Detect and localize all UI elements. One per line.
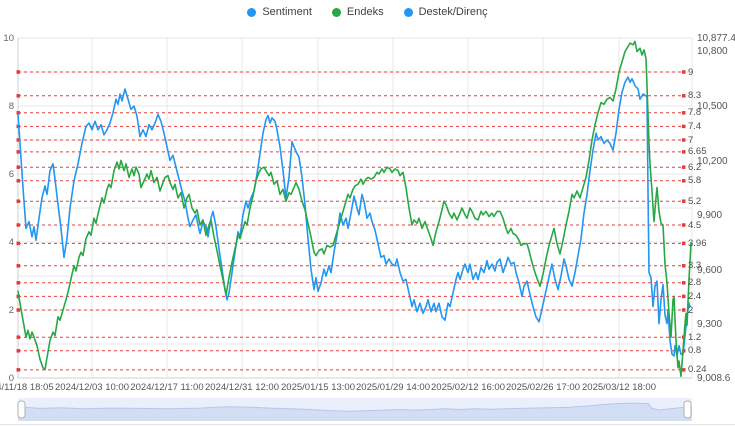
level-marker-right bbox=[682, 223, 686, 227]
level-marker-right bbox=[682, 138, 686, 142]
level-marker-right bbox=[682, 294, 686, 299]
level-marker-right bbox=[682, 199, 686, 203]
level-marker-right bbox=[682, 150, 686, 154]
level-marker-right bbox=[682, 165, 686, 169]
level-marker-left bbox=[16, 241, 20, 246]
legend-item-sentiment[interactable]: Sentiment bbox=[247, 6, 312, 18]
level-marker-left bbox=[16, 264, 20, 268]
level-marker-left bbox=[16, 223, 20, 227]
level-marker-right bbox=[682, 111, 686, 115]
legend-label-endeks: Endeks bbox=[346, 6, 384, 18]
level-marker-left bbox=[16, 335, 20, 339]
legend: Sentiment Endeks Destek/Direnç bbox=[0, 6, 735, 18]
level-marker-left bbox=[16, 165, 20, 169]
level-marker-left bbox=[16, 179, 20, 183]
level-marker-right bbox=[682, 264, 686, 268]
level-marker-right bbox=[682, 368, 686, 372]
legend-label-destek-direnc: Destek/Direnç bbox=[418, 6, 488, 18]
level-marker-right bbox=[682, 308, 686, 312]
level-marker-left bbox=[16, 70, 20, 74]
navigator-handle-right[interactable] bbox=[683, 400, 692, 419]
level-marker-left bbox=[16, 281, 20, 285]
legend-label-sentiment: Sentiment bbox=[262, 6, 312, 18]
legend-item-endeks[interactable]: Endeks bbox=[331, 6, 384, 18]
legend-dot-endeks-icon bbox=[331, 7, 341, 17]
level-marker-left bbox=[16, 349, 20, 353]
level-marker-left bbox=[16, 308, 20, 312]
level-marker-right bbox=[682, 94, 686, 98]
level-marker-left bbox=[16, 111, 20, 115]
level-marker-right bbox=[682, 179, 686, 183]
legend-dot-destek-direnc-icon bbox=[403, 7, 413, 17]
level-marker-left bbox=[16, 138, 20, 142]
navigator-handle-left[interactable] bbox=[17, 400, 26, 419]
level-marker-left bbox=[16, 199, 20, 203]
navigator-outline bbox=[17, 402, 693, 412]
level-marker-left bbox=[16, 368, 20, 372]
endeks-line bbox=[17, 40, 692, 378]
legend-item-destek-direnc[interactable]: Destek/Direnç bbox=[403, 6, 488, 18]
level-marker-left bbox=[16, 94, 20, 98]
level-marker-right bbox=[682, 241, 686, 246]
sentiment-line bbox=[17, 76, 691, 357]
level-marker-right bbox=[682, 281, 686, 285]
legend-dot-sentiment-icon bbox=[247, 7, 257, 17]
level-marker-right bbox=[682, 124, 686, 129]
navigator-area bbox=[18, 403, 692, 421]
level-marker-left bbox=[16, 150, 20, 154]
level-marker-right bbox=[682, 70, 686, 74]
